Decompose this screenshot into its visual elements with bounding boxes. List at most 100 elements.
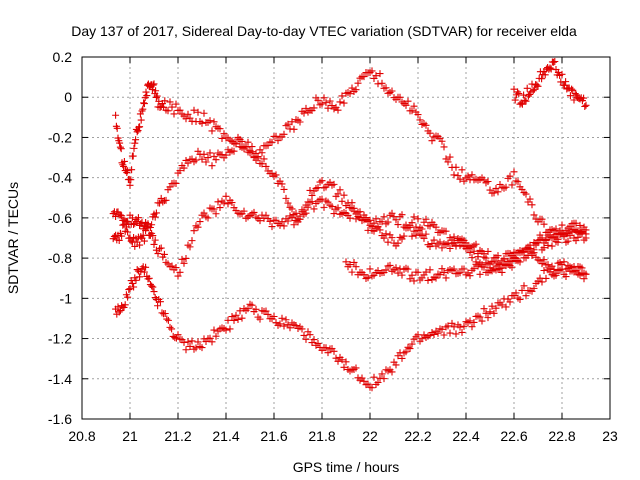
data-point <box>508 181 516 189</box>
data-point <box>536 236 544 244</box>
data-point <box>398 354 406 362</box>
data-point <box>572 268 580 276</box>
data-point <box>522 190 530 198</box>
data-point <box>498 268 506 276</box>
y-tick-label: 0.2 <box>53 49 73 65</box>
data-point <box>380 213 388 221</box>
data-point <box>432 223 440 231</box>
data-point <box>302 335 310 343</box>
data-point <box>408 232 416 240</box>
data-point <box>428 240 436 248</box>
data-point <box>180 259 188 267</box>
data-point <box>472 240 480 248</box>
data-point <box>402 101 410 109</box>
data-point <box>129 152 137 160</box>
data-point <box>306 331 314 339</box>
data-point <box>424 276 432 284</box>
data-point <box>484 314 492 322</box>
data-point <box>156 298 164 306</box>
data-point <box>160 250 168 258</box>
data-point <box>544 241 552 249</box>
data-point <box>174 331 182 339</box>
data-point <box>330 347 338 355</box>
y-tick-label: -1 <box>60 290 73 306</box>
data-point <box>166 323 174 331</box>
x-tick-label: 20.8 <box>68 428 95 444</box>
data-point <box>163 315 171 323</box>
data-point <box>538 215 546 223</box>
data-point <box>186 243 194 251</box>
data-point <box>546 233 554 241</box>
data-point <box>500 255 508 263</box>
data-point <box>444 158 452 166</box>
data-point <box>517 99 525 107</box>
data-point <box>182 115 190 123</box>
data-point <box>378 370 386 378</box>
data-point <box>133 266 141 274</box>
data-point <box>128 166 136 174</box>
data-point <box>166 98 174 106</box>
data-point <box>145 274 153 282</box>
data-point <box>142 88 150 96</box>
data-point <box>278 218 286 226</box>
data-point <box>134 127 142 135</box>
data-point <box>458 166 466 174</box>
data-point <box>382 266 390 274</box>
data-point <box>560 231 568 239</box>
data-point <box>372 215 380 223</box>
y-tick-label: -0.6 <box>48 210 72 226</box>
data-point <box>150 80 158 88</box>
data-point <box>334 190 342 198</box>
data-point <box>382 84 390 92</box>
data-point <box>149 81 157 89</box>
data-point <box>534 82 542 90</box>
data-point <box>284 217 292 225</box>
data-point <box>444 322 452 330</box>
data-point <box>149 283 157 291</box>
data-point <box>368 67 376 75</box>
data-point <box>318 195 326 203</box>
data-point <box>544 261 552 269</box>
data-point <box>422 230 430 238</box>
x-tick-label: 21.6 <box>260 428 287 444</box>
data-point <box>498 301 506 309</box>
data-point <box>300 331 308 339</box>
data-point <box>408 271 416 279</box>
data-point <box>394 221 402 229</box>
data-point <box>150 288 158 296</box>
data-point <box>304 203 312 211</box>
data-point <box>420 234 428 242</box>
data-point <box>410 213 418 221</box>
data-point <box>458 328 466 336</box>
x-tick-label: 22.8 <box>548 428 575 444</box>
data-point <box>157 244 165 252</box>
data-point <box>376 70 384 78</box>
data-point <box>510 85 518 93</box>
data-point <box>284 199 292 207</box>
data-point <box>210 118 218 126</box>
data-point <box>342 358 350 366</box>
data-point <box>248 301 256 309</box>
data-point <box>414 215 422 223</box>
data-point <box>162 196 170 204</box>
data-point <box>320 94 328 102</box>
data-point <box>474 253 482 261</box>
data-point <box>144 223 152 231</box>
data-point <box>190 106 198 114</box>
data-point <box>468 254 476 262</box>
data-point <box>452 330 460 338</box>
data-point <box>314 184 322 192</box>
data-point <box>169 332 177 340</box>
data-point <box>130 283 138 291</box>
data-point <box>210 205 218 213</box>
data-point <box>514 178 522 186</box>
data-point <box>164 107 172 115</box>
data-point <box>153 92 161 100</box>
data-point <box>278 180 286 188</box>
data-point <box>238 137 246 145</box>
data-point <box>444 239 452 247</box>
data-point <box>490 189 498 197</box>
data-point <box>348 268 356 276</box>
data-point <box>566 267 574 275</box>
data-point <box>128 214 136 222</box>
